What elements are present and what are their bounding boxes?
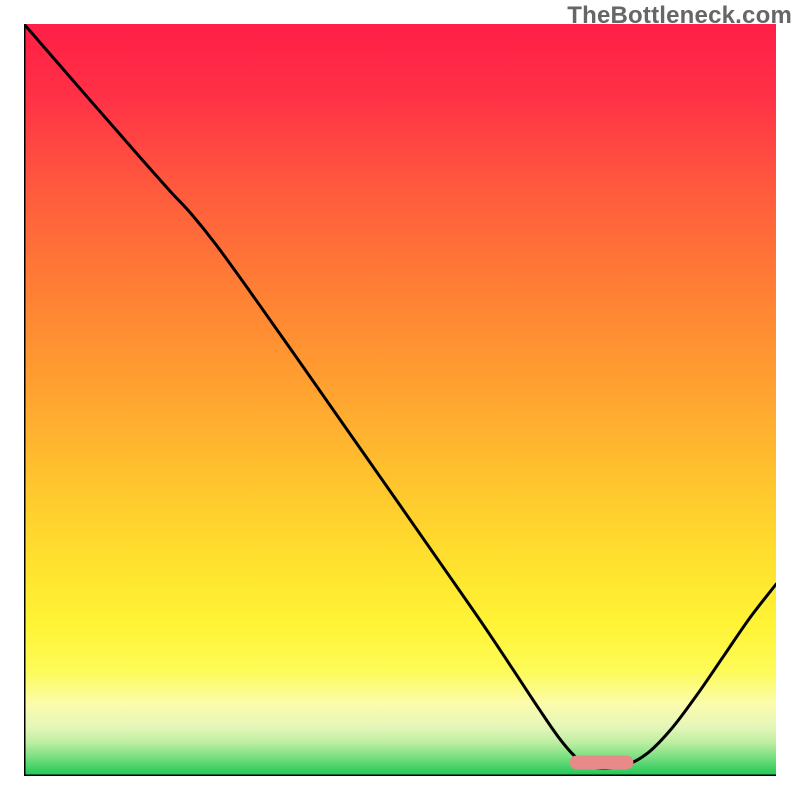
chart-container: TheBottleneck.com	[0, 0, 800, 800]
gradient-background	[24, 24, 776, 776]
bottleneck-chart	[24, 24, 776, 776]
